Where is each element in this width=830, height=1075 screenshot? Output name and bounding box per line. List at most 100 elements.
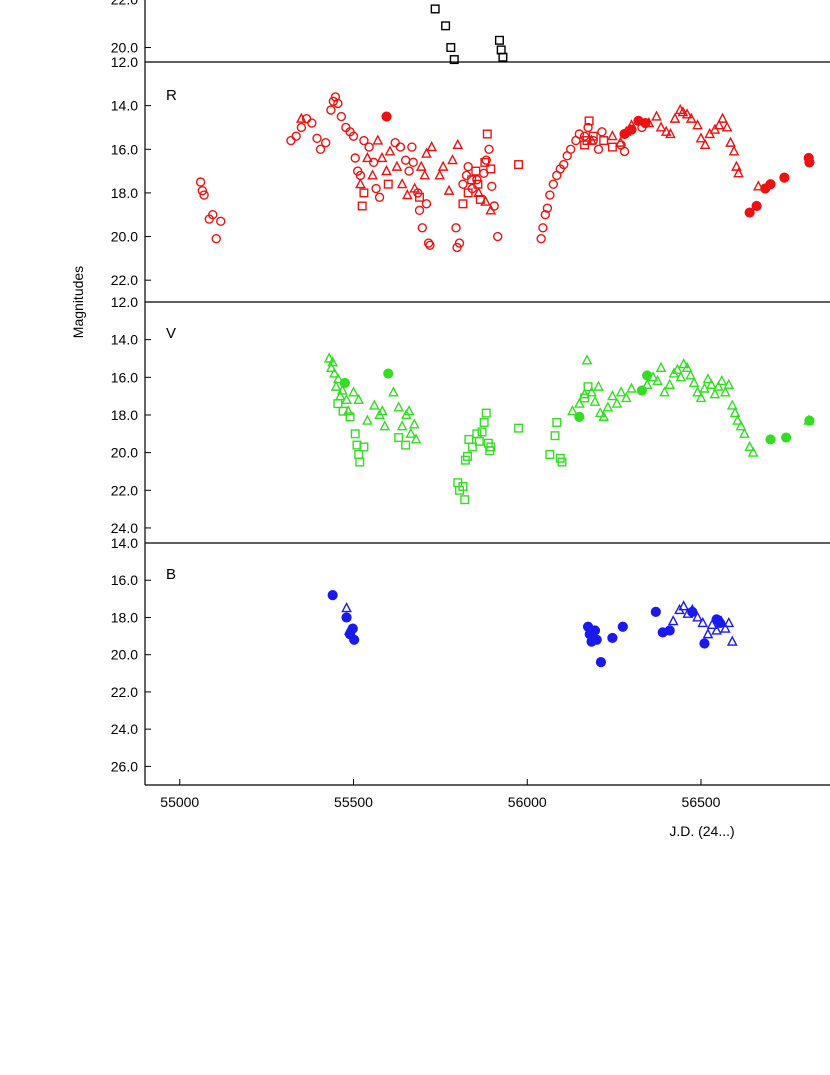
data-point bbox=[430, 4, 440, 14]
data-point bbox=[752, 180, 764, 191]
data-point bbox=[739, 427, 750, 438]
data-point bbox=[728, 145, 740, 156]
data-point bbox=[731, 160, 742, 171]
data-point bbox=[545, 450, 555, 460]
data-point bbox=[315, 144, 326, 154]
data-point bbox=[345, 412, 355, 422]
data-point bbox=[678, 600, 689, 611]
data-point bbox=[717, 112, 728, 123]
y-tick-label: 24.0 bbox=[111, 721, 138, 737]
data-point bbox=[462, 451, 472, 461]
data-point bbox=[723, 616, 735, 628]
data-point bbox=[677, 106, 689, 117]
data-point bbox=[589, 395, 601, 406]
data-point bbox=[383, 368, 394, 379]
data-point bbox=[496, 45, 506, 55]
data-point bbox=[480, 157, 490, 167]
data-point bbox=[706, 618, 718, 630]
data-point bbox=[692, 119, 703, 130]
data-point bbox=[359, 188, 369, 198]
data-point bbox=[665, 127, 676, 139]
data-point bbox=[713, 380, 724, 391]
y-tick-label: 12.0 bbox=[111, 294, 138, 310]
panels: 20.0 22.0 12.0 14.0 16.0 18.0 20.0 22.0 R 12.0 14.… bbox=[111, 0, 830, 786]
data-point bbox=[615, 136, 626, 147]
data-point bbox=[660, 125, 672, 136]
data-point bbox=[355, 457, 365, 467]
y-tick-label: 20.0 bbox=[111, 40, 138, 56]
data-point bbox=[675, 371, 687, 382]
data-point bbox=[685, 369, 696, 380]
data-point bbox=[376, 405, 388, 416]
data-point bbox=[765, 434, 776, 445]
data-point bbox=[460, 495, 470, 505]
data-point bbox=[641, 378, 653, 389]
data-point bbox=[396, 420, 408, 431]
data-point bbox=[384, 145, 396, 156]
data-point bbox=[709, 388, 721, 399]
data-point bbox=[620, 391, 632, 403]
data-point bbox=[583, 122, 593, 133]
data-point bbox=[467, 442, 477, 452]
panel-b: 14.0 16.0 18.0 20.0 22.0 24.0 26.0 B bbox=[111, 535, 830, 786]
data-point bbox=[376, 151, 388, 163]
data-point bbox=[332, 373, 344, 384]
data-point bbox=[463, 162, 473, 172]
data-point bbox=[550, 431, 560, 441]
data-point bbox=[395, 142, 406, 152]
data-point bbox=[355, 178, 366, 189]
data-point bbox=[593, 144, 604, 154]
data-point bbox=[449, 55, 459, 65]
data-point bbox=[699, 138, 711, 150]
data-point bbox=[548, 179, 559, 189]
data-point bbox=[664, 378, 676, 389]
x-axis-label: J.D. (24...) bbox=[669, 823, 734, 839]
data-point bbox=[197, 186, 208, 196]
panel-label: B bbox=[166, 566, 176, 583]
data-point bbox=[349, 634, 360, 645]
data-point bbox=[359, 135, 369, 146]
data-point bbox=[211, 234, 221, 244]
data-point bbox=[702, 373, 714, 384]
data-point bbox=[473, 186, 484, 198]
data-point bbox=[333, 98, 343, 109]
data-point bbox=[626, 382, 637, 393]
y-tick-label: 22.0 bbox=[111, 482, 138, 498]
data-point bbox=[733, 167, 744, 178]
data-point bbox=[751, 200, 762, 212]
data-point bbox=[726, 635, 738, 646]
data-point bbox=[328, 96, 339, 106]
data-point bbox=[591, 634, 602, 645]
data-point bbox=[447, 154, 458, 165]
series-triangle-open bbox=[296, 103, 764, 215]
data-point bbox=[403, 405, 415, 416]
data-point bbox=[404, 166, 414, 176]
data-point bbox=[286, 135, 296, 146]
x-tick-label: 55000 bbox=[160, 794, 199, 810]
data-point bbox=[735, 420, 747, 431]
y-tick-label: 26.0 bbox=[111, 758, 138, 774]
data-point bbox=[426, 140, 438, 152]
data-point bbox=[481, 408, 491, 418]
data-point bbox=[602, 401, 614, 412]
data-point bbox=[652, 374, 663, 386]
data-point bbox=[593, 380, 604, 391]
data-point bbox=[383, 179, 393, 189]
data-point bbox=[594, 406, 606, 418]
data-point bbox=[667, 615, 679, 626]
data-point bbox=[725, 136, 736, 147]
y-tick-label: 22.0 bbox=[111, 0, 138, 7]
data-point bbox=[719, 622, 731, 633]
data-point bbox=[581, 354, 593, 365]
data-point bbox=[481, 155, 491, 165]
data-point bbox=[296, 112, 307, 123]
data-point bbox=[458, 179, 468, 189]
data-point bbox=[664, 625, 675, 636]
data-point bbox=[407, 142, 417, 152]
data-point bbox=[686, 603, 698, 615]
data-point bbox=[327, 590, 338, 601]
y-tick-label: 22.0 bbox=[111, 272, 138, 288]
data-point bbox=[723, 378, 735, 389]
data-point bbox=[381, 164, 392, 176]
